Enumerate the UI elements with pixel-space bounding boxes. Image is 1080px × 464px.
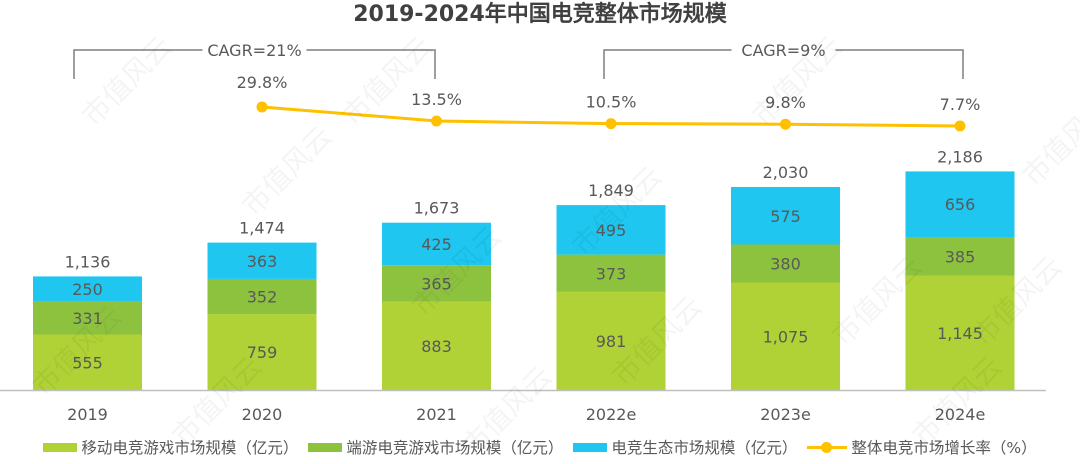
- legend-swatch-mobile: [43, 442, 78, 452]
- bar-value-label-2023e-s1: 380: [770, 255, 801, 274]
- legend-label-growth: 整体电竞市场增长率（%）: [851, 439, 1037, 457]
- growth-label-2024e: 7.7%: [940, 95, 981, 114]
- legend-swatch-growth: [807, 441, 848, 453]
- bar-value-label-2020-s2: 363: [247, 252, 278, 271]
- cagr-bracket-right-0: [306, 49, 436, 79]
- growth-label-2020: 29.8%: [237, 73, 288, 92]
- legend-item-mobile: 移动电竞游戏市场规模（亿元）: [43, 436, 298, 458]
- bar-segment-2022e-s2: [556, 205, 666, 255]
- bar-segment-2020-s2: [207, 242, 317, 279]
- bar-value-label-2021-s2: 425: [421, 235, 452, 254]
- bar-value-label-2019-s2: 250: [72, 280, 103, 299]
- bar-value-label-2021-s1: 365: [421, 274, 452, 293]
- total-label-2020: 1,474: [239, 219, 285, 238]
- total-label-2021: 1,673: [414, 199, 460, 218]
- growth-point-2023e: [780, 118, 791, 130]
- bar-value-label-2020-s1: 352: [247, 288, 278, 307]
- growth-label-2021: 13.5%: [411, 90, 462, 109]
- bar-segment-2023e-s0: [731, 282, 840, 390]
- legend-item-growth: 整体电竞市场增长率（%）: [807, 436, 1037, 458]
- legend-item-pc: 端游电竞游戏市场规模（亿元）: [308, 436, 563, 458]
- bar-segment-2022e-s0: [556, 291, 666, 390]
- bar-segment-2023e-s2: [731, 187, 840, 245]
- legend-swatch-pc: [308, 442, 343, 452]
- legend-label-ecosystem: 电竞生态市场规模（亿元）: [611, 439, 798, 457]
- bar-value-label-2024e-s2: 656: [945, 195, 976, 214]
- cagr-bracket-left-1: [603, 49, 732, 79]
- total-label-2019: 1,136: [65, 252, 111, 271]
- bar-segment-2019-s1: [33, 301, 142, 335]
- x-tick-label-2023e: 2023e: [760, 405, 811, 424]
- legend-swatch-ecosystem: [573, 442, 608, 452]
- growth-label-2022e: 10.5%: [586, 93, 637, 112]
- growth-label-2023e: 9.8%: [765, 93, 806, 112]
- cagr-label-1: CAGR=9%: [741, 41, 825, 60]
- legend-label-mobile: 移动电竞游戏市场规模（亿元）: [81, 439, 299, 457]
- x-tick-label-2021: 2021: [416, 405, 457, 424]
- bar-value-label-2024e-s1: 385: [945, 247, 976, 266]
- bar-segment-2023e-s1: [731, 244, 840, 283]
- bar-segment-2019-s2: [33, 276, 142, 302]
- legend: 移动电竞游戏市场规模（亿元） 端游电竞游戏市场规模（亿元） 电竞生态市场规模（亿…: [0, 432, 1080, 462]
- growth-point-2022e: [605, 118, 617, 130]
- bar-segment-2020-s1: [207, 278, 317, 315]
- x-tick-label-2020: 2020: [242, 405, 283, 424]
- bar-value-label-2021-s0: 883: [421, 337, 452, 356]
- bar-value-label-2022e-s1: 373: [596, 264, 627, 283]
- total-label-2022e: 1,849: [588, 181, 634, 200]
- chart-plot: 555 331 250 1,136 2019 759 352 363 1,474 2020 883 3…: [0, 41, 1046, 424]
- legend-label-pc: 端游电竞游戏市场规模（亿元）: [346, 439, 564, 457]
- cagr-bracket-right-1: [835, 49, 964, 79]
- x-tick-label-2024e: 2024e: [935, 405, 986, 424]
- x-tick-label-2022e: 2022e: [586, 405, 637, 424]
- total-label-2024e: 2,186: [937, 147, 983, 166]
- bar-segment-2021-s1: [382, 265, 491, 302]
- growth-point-2021: [431, 115, 442, 127]
- bar-value-label-2022e-s0: 981: [596, 332, 627, 351]
- bar-value-label-2023e-s2: 575: [770, 207, 801, 226]
- legend-item-ecosystem: 电竞生态市场规模（亿元）: [573, 436, 797, 458]
- x-tick-label-2019: 2019: [67, 405, 108, 424]
- total-label-2023e: 2,030: [763, 163, 809, 182]
- bar-segment-2024e-s0: [905, 275, 1015, 390]
- bar-value-label-2020-s0: 759: [247, 343, 278, 362]
- bar-value-label-2024e-s0: 1,145: [937, 324, 983, 343]
- cagr-bracket-left-0: [73, 49, 203, 79]
- bar-segment-2022e-s1: [556, 254, 666, 292]
- bar-value-label-2019-s0: 555: [72, 353, 103, 372]
- bar-segment-2024e-s2: [905, 171, 1015, 237]
- bar-segment-2024e-s1: [905, 237, 1015, 276]
- chart-title: 2019-2024年中国电竞整体市场规模: [353, 2, 727, 27]
- bar-value-label-2023e-s0: 1,075: [763, 327, 809, 346]
- bar-segment-2021-s2: [382, 222, 491, 266]
- bar-value-label-2022e-s2: 495: [596, 221, 627, 240]
- bar-segment-2019-s0: [33, 334, 142, 390]
- bar-value-label-2019-s1: 331: [72, 309, 103, 328]
- growth-point-2024e: [954, 120, 966, 132]
- cagr-label-0: CAGR=21%: [207, 41, 301, 60]
- bar-segment-2021-s0: [382, 301, 491, 390]
- bar-segment-2020-s0: [207, 314, 317, 390]
- growth-point-2020: [256, 101, 268, 113]
